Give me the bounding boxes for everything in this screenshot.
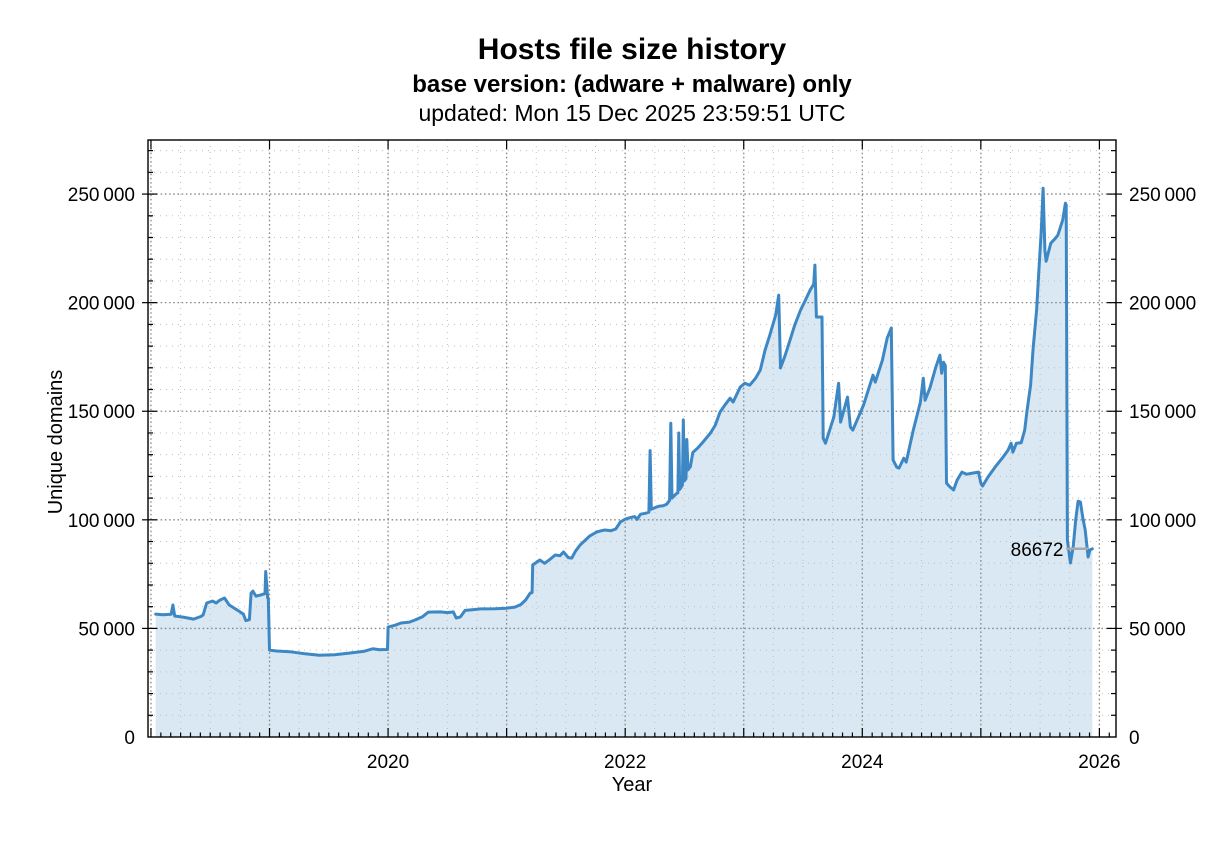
- series-line: [154, 186, 1094, 657]
- y-tick-label-right: 50 000: [1129, 619, 1186, 640]
- last-value-label: 86672: [1011, 540, 1064, 561]
- grid-major: [148, 140, 1116, 737]
- chart-subtitle: base version: (adware + malware) only: [412, 71, 852, 98]
- chart-title: Hosts file size history: [477, 33, 787, 66]
- y-tick-label-right: 250 000: [1129, 185, 1196, 206]
- y-tick-label-right: 150 000: [1129, 402, 1196, 423]
- plot-frame: [147, 139, 1117, 738]
- y-tick-label-left: 0: [124, 728, 135, 749]
- x-tick-label: 2022: [604, 752, 646, 773]
- y-axis-title: Unique domains: [45, 369, 67, 515]
- series-area: [155, 188, 1093, 737]
- y-tick-label-left: 50 000: [78, 619, 135, 640]
- y-tick-label-left: 200 000: [68, 294, 135, 315]
- axis-tick-labels: 0 0 50 000 50 000 100 000 100 000 150 000 150 0…: [68, 185, 1196, 773]
- axis-ticks: [142, 140, 1122, 737]
- x-tick-label: 2026: [1078, 752, 1120, 773]
- x-axis-title: Year: [611, 774, 653, 796]
- x-tick-label: 2020: [367, 752, 409, 773]
- x-tick-label: 2024: [841, 752, 884, 773]
- chart-updated-timestamp: updated: Mon 15 Dec 2025 23:59:51 UTC: [418, 100, 846, 126]
- last-value-annotation: 86672: [1011, 540, 1089, 561]
- y-tick-label-right: 100 000: [1129, 511, 1196, 532]
- y-tick-label-left: 150 000: [68, 402, 135, 423]
- y-tick-label-left: 100 000: [68, 511, 135, 532]
- y-tick-label-right: 0: [1129, 728, 1140, 749]
- y-tick-label-right: 200 000: [1129, 294, 1196, 315]
- y-tick-label-left: 250 000: [68, 185, 135, 206]
